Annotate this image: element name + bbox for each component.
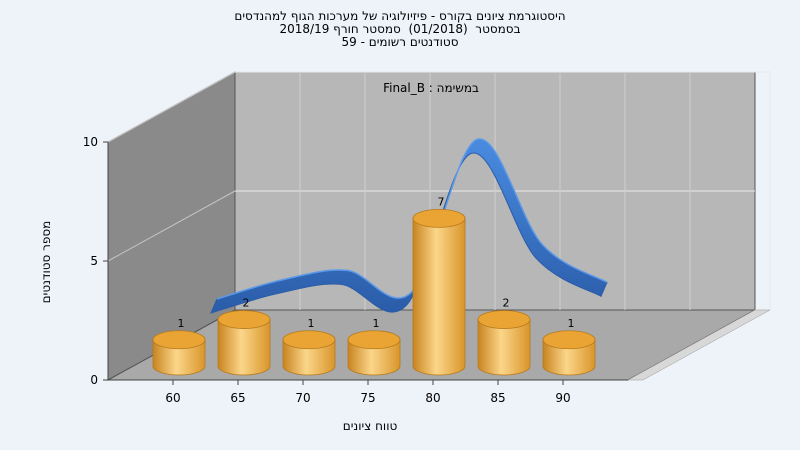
frame-right-edge [755,71,771,311]
bar-top [412,208,466,228]
x-tick-label: 65 [230,391,245,405]
x-axis-title: טווח ציונים [343,419,398,433]
data-label: 7 [438,195,445,208]
bar [152,330,206,376]
bar [217,310,271,376]
y-tick-label: 0 [90,373,98,387]
bar-body [217,319,271,376]
bar-body [152,339,206,376]
x-tick-label: 70 [295,391,310,405]
bars [152,208,596,376]
bar [282,330,336,376]
bar-top [152,330,206,350]
y-tick-label: 5 [90,254,98,268]
chart-title: היסטוגרמת ציונים בקורס - פיזיולוגיה של מ… [0,10,800,49]
bar-body [542,339,596,376]
x-tick-label: 80 [425,391,440,405]
gridline-left-wall [107,71,236,143]
x-tick-label: 85 [490,391,505,405]
bar-body [477,319,531,376]
bar-top [347,330,401,350]
bar-body [412,217,466,376]
bar [542,330,596,376]
bar [412,208,466,376]
right-slab [627,309,771,381]
x-tick-label: 90 [555,391,570,405]
y-tick-labels: 0 5 10 [83,135,108,387]
title-line-3: סטודנטים רשומים - 59 [341,35,459,49]
bar [477,310,531,376]
title-line-1: היסטוגרמת ציונים בקורס - פיזיולוגיה של מ… [234,9,566,23]
data-label: 2 [243,297,250,310]
title-line-2: בסמסטר (01/2018) סמסטר חורף 2018/19 [279,22,521,36]
gridline-left-wall [107,190,236,262]
bar-top [217,310,271,329]
legend-label: Final_B : במשימה [383,81,479,95]
data-label: 2 [503,297,510,310]
data-label: 1 [373,317,380,330]
y-axis-title: מספר סטודנטים [39,221,53,304]
bar-body [347,339,401,376]
data-label: 1 [308,317,315,330]
x-tick-label: 60 [165,391,180,405]
bar [347,330,401,376]
bar-top [542,330,596,350]
x-tick-labels: 60 65 70 75 80 85 90 [165,380,571,405]
bar-top [477,310,531,329]
data-labels: 1 2 1 1 7 2 1 [178,195,575,329]
data-label: 1 [568,317,575,330]
bar-body [282,339,336,376]
left-wall-gridlines [107,71,236,262]
data-label: 1 [178,317,185,330]
x-tick-label: 75 [360,391,375,405]
y-tick-label: 10 [83,135,98,149]
bar-top [282,330,336,350]
